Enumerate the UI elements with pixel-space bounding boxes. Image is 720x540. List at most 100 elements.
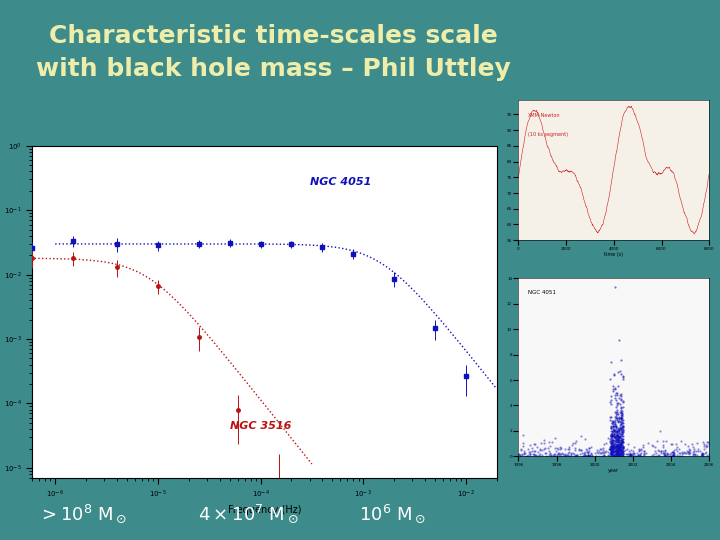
Point [667,448,678,457]
Point [701,448,712,456]
Point [635,451,647,460]
Point [550,451,562,460]
Point [582,450,594,459]
Point [615,402,626,411]
Point [552,443,563,452]
Point [590,451,602,460]
Point [665,451,677,460]
Point [616,429,628,437]
Point [614,422,626,431]
Point [611,444,622,453]
Point [683,448,694,456]
Point [616,420,627,428]
Point [616,450,627,458]
Point [611,450,623,459]
Point [666,452,678,461]
Point [609,417,621,426]
Point [616,414,627,422]
Point [654,446,665,455]
Point [608,451,619,460]
Point [606,450,617,458]
Point [611,451,623,460]
Point [625,449,636,458]
Point [660,446,671,454]
Point [607,444,618,453]
Point [606,444,618,453]
Point [608,443,619,451]
X-axis label: year: year [608,468,619,473]
Point [610,408,621,416]
Point [606,450,618,459]
Point [695,450,706,459]
Point [569,446,580,455]
Point [586,451,598,460]
Point [607,445,618,454]
Point [616,391,627,400]
Point [614,445,626,454]
Point [631,449,643,458]
Point [683,448,694,456]
Point [670,445,682,454]
Point [611,431,622,440]
Point [614,433,626,442]
Point [615,423,626,432]
Point [615,416,626,424]
Point [617,421,629,430]
Text: $10^{6}$ M$_\odot$: $10^{6}$ M$_\odot$ [359,503,426,525]
Point [606,449,618,457]
Point [611,449,622,457]
Point [615,449,626,457]
Point [613,444,624,453]
Point [683,447,695,456]
Point [579,450,590,459]
Point [614,451,626,460]
Point [552,448,564,457]
Point [605,446,616,455]
Point [616,437,627,445]
Point [611,446,622,454]
Point [583,451,595,460]
Point [611,426,622,434]
Point [649,447,660,456]
Point [611,430,622,439]
Point [613,451,624,460]
Point [624,450,635,458]
Point [682,442,693,450]
Point [513,450,524,458]
Point [614,442,626,450]
Point [612,448,624,456]
Point [610,413,621,421]
Point [659,450,670,459]
Point [615,408,626,416]
Point [616,434,628,443]
Point [553,449,564,457]
Point [658,449,670,458]
Point [539,436,550,444]
Point [655,449,667,457]
Point [557,450,569,458]
Point [582,448,594,457]
Point [614,433,626,442]
Point [615,356,626,364]
Point [606,435,617,444]
Point [613,413,624,421]
Point [554,444,566,453]
Point [598,440,609,449]
Point [608,425,619,434]
Point [595,445,607,454]
Point [607,418,618,427]
Point [608,427,620,436]
Text: NGC 3516: NGC 3516 [230,421,291,431]
Point [613,442,624,450]
Point [608,447,619,455]
Point [611,443,622,452]
Point [608,442,620,450]
Point [611,450,623,459]
Text: $>10^{8}$ M$_\odot$: $>10^{8}$ M$_\odot$ [38,503,127,525]
Point [610,435,621,443]
Point [633,444,644,453]
Point [616,423,627,432]
Point [618,450,629,458]
Point [605,443,616,452]
Point [608,440,619,448]
